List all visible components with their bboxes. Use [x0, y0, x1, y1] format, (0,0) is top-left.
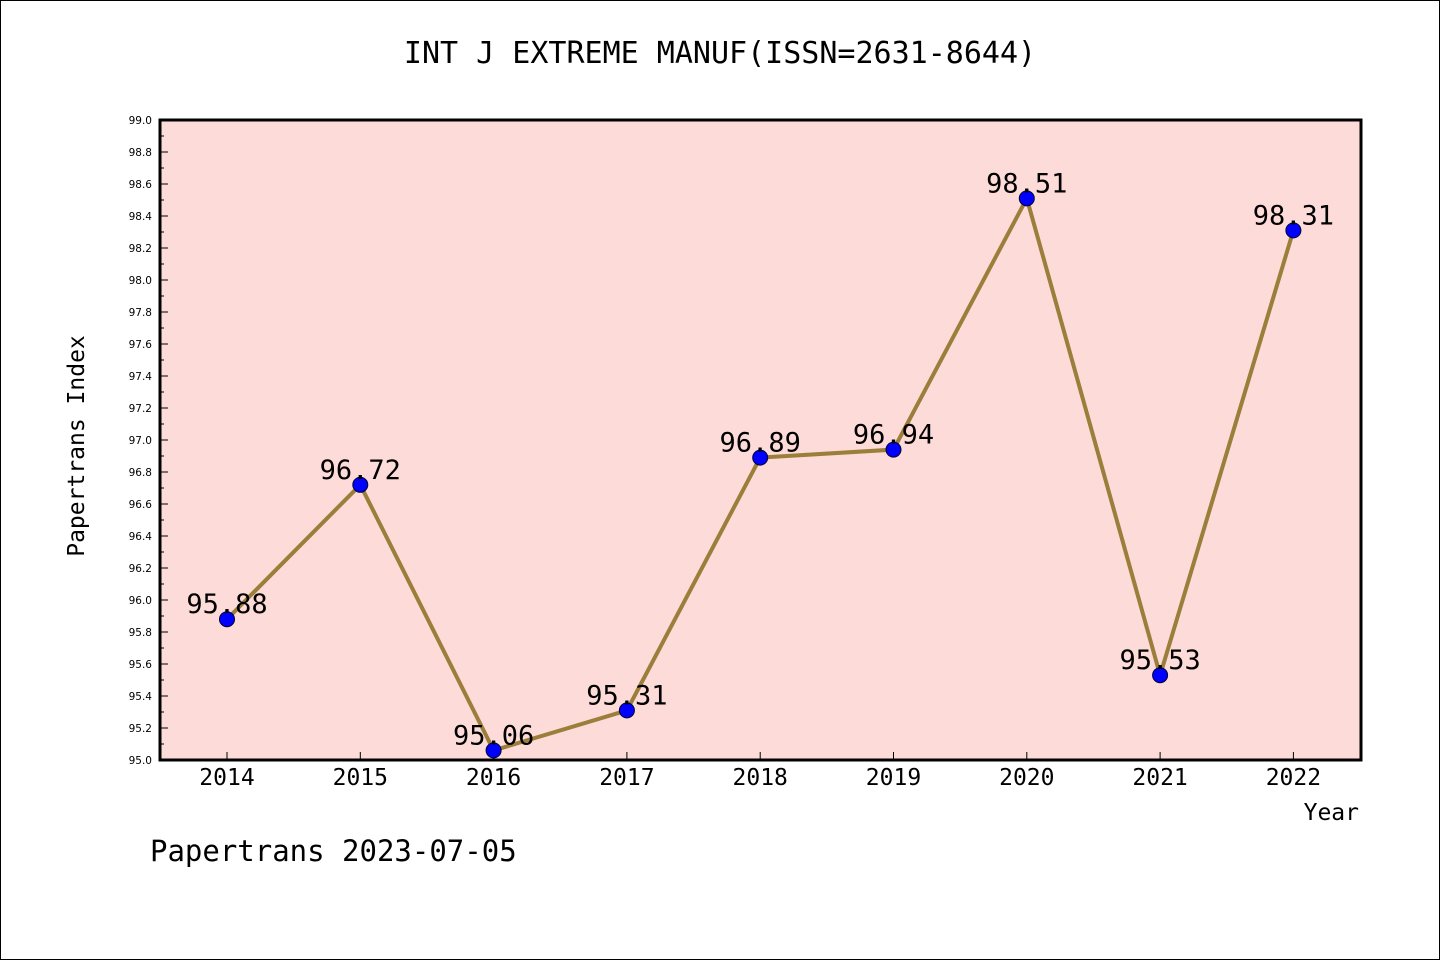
x-axis: 2014 2015 2016 2017 2018 2019 2020 2021 2022	[199, 752, 1321, 791]
y-tick-label: 95.2	[129, 723, 152, 735]
y-tick-label: 95.6	[129, 659, 153, 671]
y-tick-label: 97.6	[129, 339, 153, 351]
y-axis: 95.0 95.2 95.4 95.6 95.8 96.0 96.2 96.4 96.6 96.8…	[129, 115, 168, 767]
data-point	[1018, 190, 1035, 207]
y-tick-label: 95.8	[129, 627, 152, 639]
data-label: 96.94	[853, 420, 934, 451]
y-tick-label: 97.8	[129, 307, 152, 319]
y-tick-label: 98.6	[129, 179, 153, 191]
y-tick-label: 97.2	[129, 403, 152, 415]
x-tick-label: 2021	[1132, 765, 1187, 791]
x-tick-label: 2015	[333, 765, 388, 791]
plot-area	[158, 118, 1363, 762]
y-tick-label: 99.0	[129, 115, 152, 127]
y-tick-label: 98.2	[129, 243, 152, 255]
y-tick-label: 97.4	[129, 371, 153, 383]
y-tick-label: 98.8	[129, 147, 152, 159]
x-axis-label: Year	[1304, 800, 1359, 826]
y-tick-label: 96.4	[129, 531, 153, 543]
x-tick-label: 2019	[866, 765, 921, 791]
y-tick-label: 98.0	[129, 275, 152, 287]
x-tick-label: 2014	[199, 765, 254, 791]
data-point	[219, 611, 235, 628]
data-label: 95.31	[586, 680, 667, 711]
data-label: 98.51	[986, 168, 1067, 199]
y-tick-label: 96.0	[129, 595, 152, 607]
x-tick-label: 2020	[999, 765, 1054, 791]
x-tick-label: 2016	[466, 765, 521, 791]
y-tick-label: 95.4	[129, 691, 153, 703]
x-tick-label: 2017	[599, 765, 654, 791]
y-tick-label: 98.4	[129, 211, 153, 223]
data-label: 95.88	[186, 589, 267, 620]
data-point	[352, 476, 369, 493]
data-point	[885, 441, 902, 458]
chart-title: INT J EXTREME MANUF(ISSN=2631-8644)	[403, 36, 1037, 71]
data-point	[1285, 222, 1302, 239]
footer-note: Papertrans 2023-07-05	[150, 834, 517, 868]
data-point	[618, 702, 635, 719]
y-tick-label: 96.6	[129, 499, 153, 511]
data-label: 96.89	[720, 428, 801, 459]
y-tick-label: 96.8	[129, 467, 152, 479]
y-tick-label: 95.0	[129, 755, 152, 767]
data-label: 96.72	[320, 455, 401, 486]
y-tick-label: 96.2	[129, 563, 152, 575]
y-axis-label: Papertrans Index	[64, 335, 90, 557]
data-point	[1152, 667, 1169, 684]
x-tick-label: 2018	[733, 765, 788, 791]
data-label: 95.06	[453, 720, 534, 751]
data-labels: 95.88 96.72 95.06 95.31 96.89 96.94 98.51 95.53…	[186, 168, 1334, 751]
data-point	[485, 742, 502, 759]
data-markers	[219, 190, 1302, 759]
data-label: 95.53	[1119, 645, 1200, 676]
data-point	[752, 449, 769, 466]
data-label: 98.31	[1253, 200, 1334, 231]
y-tick-label: 97.0	[129, 435, 152, 447]
x-tick-label: 2022	[1266, 765, 1321, 791]
